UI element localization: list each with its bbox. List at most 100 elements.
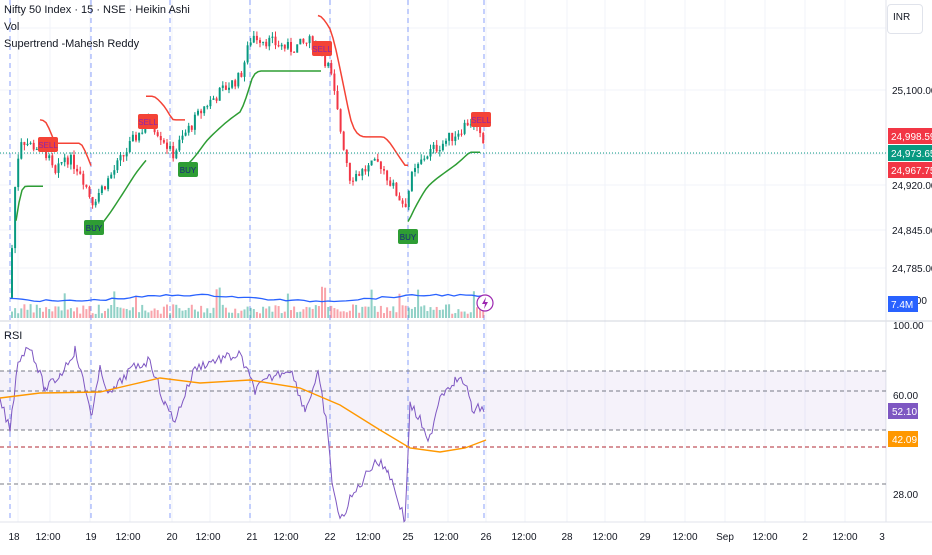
candle-body [234, 80, 237, 87]
volume-bar [14, 308, 17, 318]
volume-bar [73, 311, 75, 318]
candle-body [333, 73, 336, 91]
candle-body [463, 122, 466, 134]
candle-body [259, 40, 261, 43]
volume-bar [302, 309, 305, 318]
candle-body [32, 142, 35, 150]
candle-body [283, 44, 286, 49]
signal-text: BUY [86, 224, 103, 233]
volume-legend[interactable]: Vol [4, 21, 20, 33]
signals: SELL SELL BUY BUY SELL BUY SELL [38, 41, 491, 244]
rsi-badge-label: 52.10 [892, 407, 917, 418]
candle-body [373, 158, 376, 161]
rsi-line [0, 345, 485, 523]
time-tick-label: 29 [639, 532, 651, 543]
signal-box [312, 41, 332, 56]
signal-sell-label: SELL [138, 114, 158, 129]
volume-bar [150, 310, 153, 318]
candle-body [119, 155, 122, 161]
indicator-legend[interactable]: Supertrend -Mahesh Reddy [4, 38, 140, 50]
rsi-legend[interactable]: RSI [4, 330, 23, 342]
supertrend-up-line [185, 70, 321, 166]
candle-body [200, 110, 203, 114]
volume-bar [293, 306, 296, 318]
signal-sell-label: SELL [38, 137, 58, 152]
candle-body [339, 109, 342, 132]
candle-body [389, 180, 392, 186]
candle-body [73, 154, 75, 169]
supertrend-down-line [146, 95, 185, 121]
candle-body [122, 155, 125, 157]
candle-body [410, 171, 413, 191]
volume-bar [172, 304, 175, 318]
volume-bar [159, 313, 162, 318]
time-tick-label: 12:00 [672, 532, 697, 543]
volume-bar [386, 307, 389, 318]
volume-bar [469, 312, 472, 318]
candle-body [113, 170, 116, 175]
symbol-legend[interactable]: Nifty 50 Index · 15 · NSE · Heikin Ashi [4, 4, 190, 16]
volume-bar [324, 287, 327, 318]
candle-body [277, 45, 280, 47]
volume-bar [327, 306, 330, 318]
volume-bar [97, 304, 100, 318]
volume-bar [414, 307, 416, 318]
volume-bar [237, 313, 240, 318]
candle-body [228, 87, 230, 90]
time-tick-label: 12:00 [355, 532, 380, 543]
volume-bar [420, 306, 423, 318]
volume-bar [305, 306, 308, 318]
volume-bar [246, 306, 249, 318]
volume-bar [60, 310, 63, 318]
volume-bar [479, 304, 482, 318]
candle-body [457, 133, 460, 137]
candle-body [479, 127, 482, 134]
candle-body [48, 155, 51, 159]
rsi-pane: 100.00 60.00 28.00 52.10 42.09 [0, 321, 924, 523]
rsi-band [0, 371, 886, 430]
grid [0, 0, 886, 522]
signal-buy-label: BUY [398, 229, 418, 244]
candle-body [20, 142, 23, 159]
candle-body [203, 106, 206, 114]
candle-body [280, 44, 283, 47]
volume-bar [206, 308, 209, 318]
volume-bar [162, 306, 165, 318]
time-tick-label: 22 [324, 532, 336, 543]
candle-body [243, 62, 246, 77]
volume-bar [212, 307, 215, 318]
time-tick-label: 12:00 [35, 532, 60, 543]
candle-body [178, 139, 181, 151]
candle-body [342, 131, 345, 150]
candle-body [141, 132, 144, 134]
candle-body [401, 200, 404, 204]
signal-sell-label: SELL [312, 41, 332, 56]
candle-body [35, 149, 38, 151]
candle-body [209, 99, 212, 107]
volume-bar [389, 310, 392, 318]
candle-body [91, 196, 94, 206]
candle-body [305, 42, 308, 44]
volume-bar [42, 311, 44, 318]
volume-bar [184, 310, 187, 318]
volume-bar [348, 310, 351, 318]
candle-body [336, 90, 339, 110]
price-badge: 24,973.65 [888, 145, 932, 161]
candle-body [63, 157, 66, 163]
volume-bar [169, 313, 172, 318]
candle-body [135, 134, 137, 141]
volume-bar [243, 309, 246, 318]
signal-text: SELL [471, 116, 491, 125]
volume-bar [262, 306, 265, 318]
candle-body [482, 133, 485, 144]
candle-body [97, 192, 100, 202]
candle-body [414, 168, 416, 172]
volume-bar [128, 310, 131, 318]
candle-body [246, 45, 249, 63]
candle-body [274, 36, 277, 46]
price-badge: 24,967.75 [888, 162, 932, 178]
currency-button[interactable] [887, 4, 923, 34]
signal-box [84, 220, 104, 235]
